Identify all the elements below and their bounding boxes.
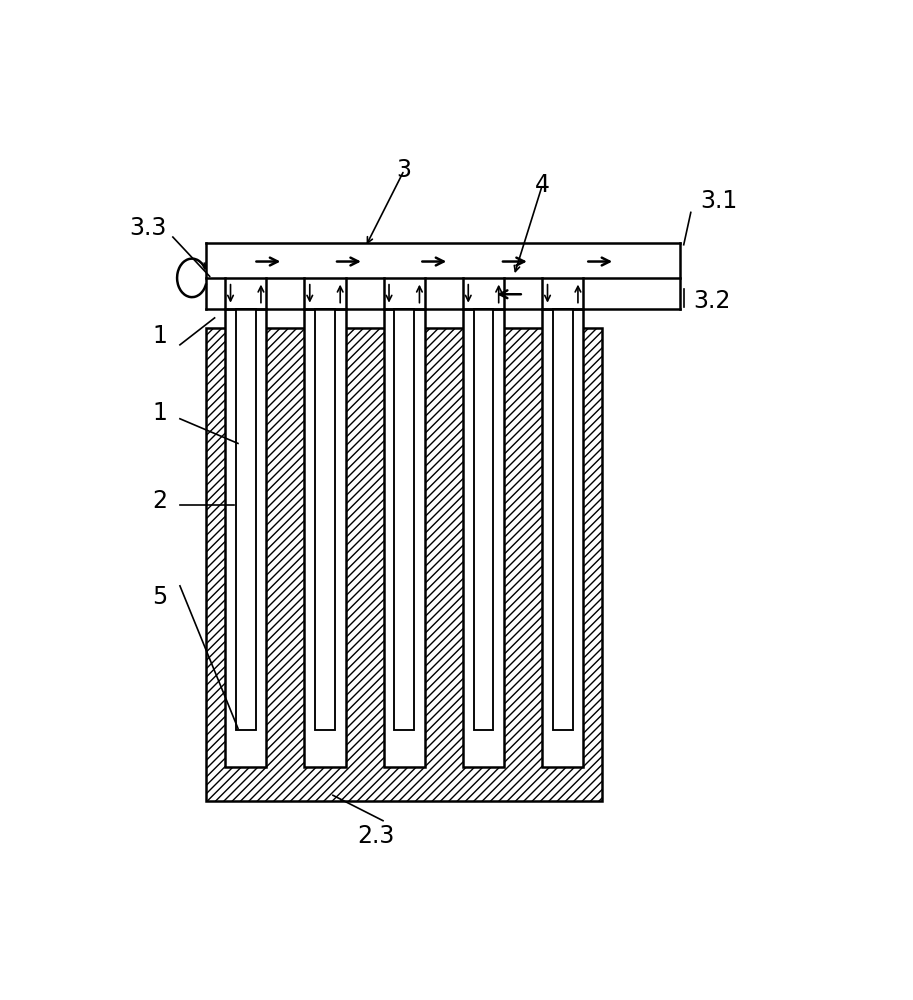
Bar bbox=[463, 309, 504, 767]
Text: 4: 4 bbox=[535, 173, 550, 197]
Bar bbox=[542, 309, 583, 767]
Bar bbox=[206, 328, 603, 801]
Bar bbox=[474, 309, 493, 730]
Bar bbox=[226, 309, 267, 767]
Text: 1: 1 bbox=[152, 324, 168, 348]
Bar bbox=[394, 309, 415, 730]
Bar bbox=[315, 309, 335, 730]
Text: 3: 3 bbox=[397, 158, 412, 182]
Bar bbox=[383, 309, 425, 767]
Text: 2: 2 bbox=[152, 489, 168, 513]
Bar bbox=[236, 309, 256, 730]
Text: 3.1: 3.1 bbox=[700, 189, 738, 213]
Text: 3.3: 3.3 bbox=[130, 216, 167, 240]
Bar bbox=[304, 309, 345, 767]
Text: 1: 1 bbox=[152, 401, 168, 425]
Bar bbox=[553, 309, 572, 730]
Text: 5: 5 bbox=[152, 585, 168, 609]
Text: 3.2: 3.2 bbox=[693, 289, 730, 313]
Text: 2.3: 2.3 bbox=[357, 824, 394, 848]
